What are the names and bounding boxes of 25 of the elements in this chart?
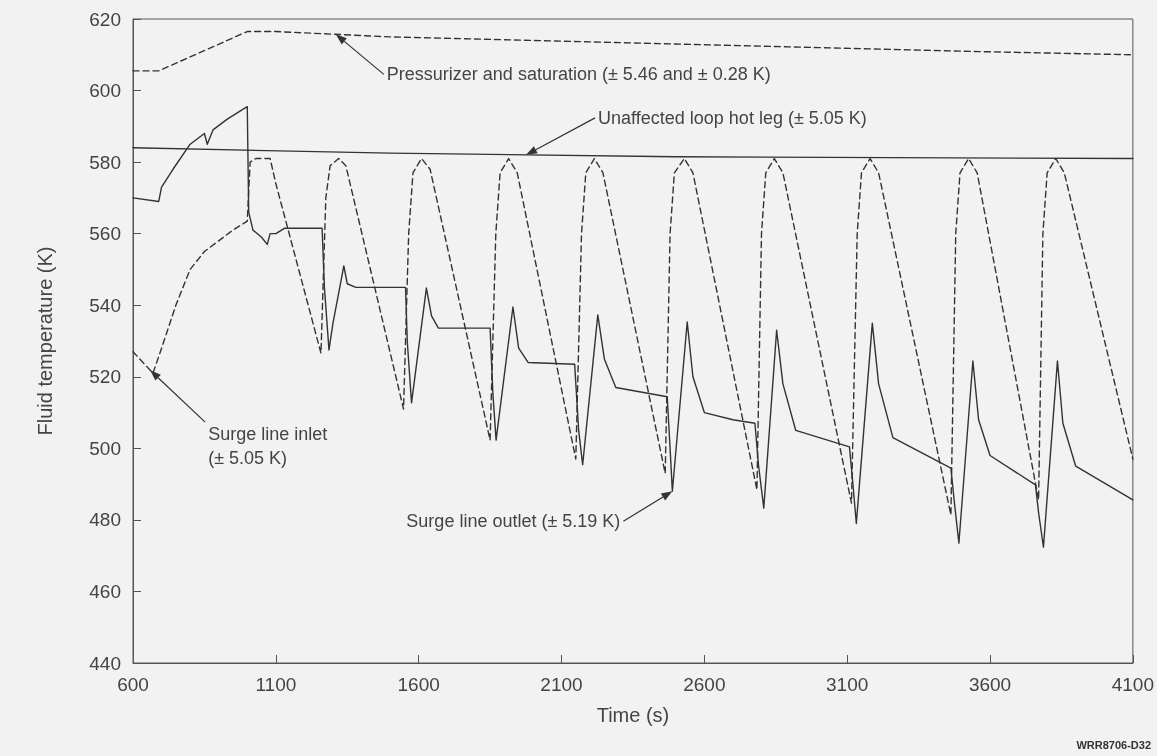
x-tick-label: 3100 [826,674,869,695]
x-tick-label: 2600 [683,674,726,695]
legend-label: Surge line outlet (± 5.19 K) [406,511,621,532]
series-label: Pressurizer and saturation (± 5.46 and ± 0.28 K) [386,64,771,85]
x-tick-label: 3600 [968,674,1012,695]
y-tick-label: 480 [89,509,121,531]
y-tick-label: 600 [89,80,121,102]
y-tick-label: 460 [89,580,121,602]
y-tick-label: 620 [89,8,121,30]
series-label: Unaffected loop hot leg (± 5.05 K) [598,107,867,128]
x-axis-title: Time (s) [596,704,670,726]
y-tick-label: 580 [89,151,121,173]
y-tick-label: 560 [89,223,121,245]
x-tick-label: 600 [117,674,149,695]
y-tick-label: 540 [89,294,121,316]
y-tick-label: 440 [89,652,121,674]
x-tick-label: 4100 [1111,674,1155,695]
x-tick-label: 1600 [397,674,440,695]
y-tick-label: 520 [89,366,121,388]
y-axis-title: Fluid temperature (K) [34,246,56,436]
y-tick-label: 500 [89,437,121,459]
text: WRR8706-D32 [1076,738,1152,751]
x-tick-label: 1100 [255,674,297,695]
x-tick-label: 2100 [540,674,583,695]
text: Surge line inlet (± 5.05 K) [208,424,328,469]
